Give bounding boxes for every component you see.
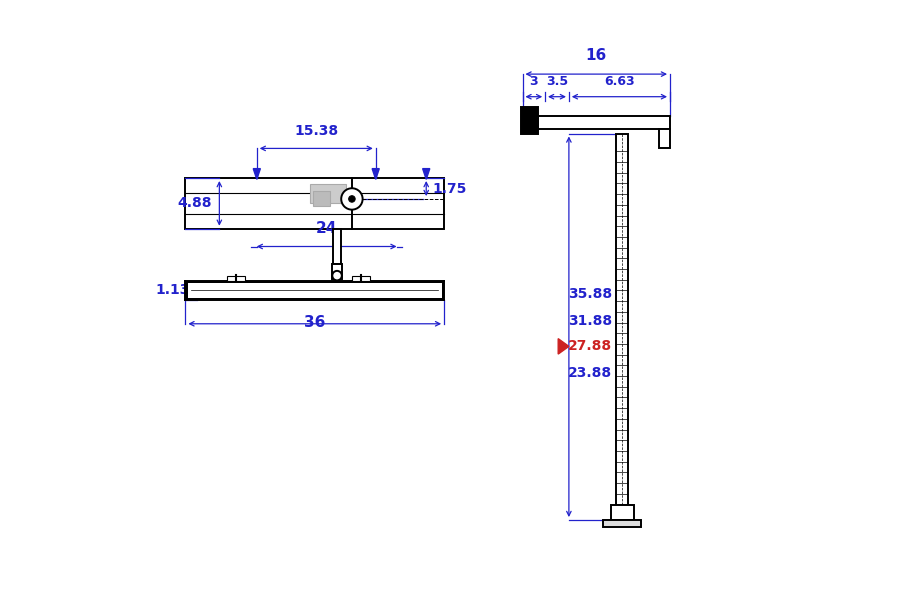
Text: 15.38: 15.38	[294, 124, 338, 138]
Bar	[616, 134, 628, 520]
Polygon shape	[558, 338, 569, 354]
Text: 16: 16	[586, 49, 607, 64]
Bar	[538, 116, 670, 129]
Bar	[334, 229, 340, 265]
Text: 1.13: 1.13	[156, 283, 190, 298]
Bar	[603, 520, 642, 527]
Polygon shape	[372, 169, 379, 179]
Bar	[352, 276, 370, 281]
Text: 31.88: 31.88	[568, 314, 612, 328]
Bar	[313, 191, 330, 206]
Bar	[521, 107, 538, 134]
Bar	[185, 178, 444, 229]
Text: 4.88: 4.88	[177, 196, 212, 211]
Text: 35.88: 35.88	[568, 287, 612, 301]
Text: 1.75: 1.75	[432, 182, 466, 196]
Bar	[310, 184, 346, 203]
Bar	[659, 129, 670, 148]
Bar	[610, 505, 634, 520]
Text: 27.88: 27.88	[568, 340, 612, 353]
Circle shape	[348, 196, 356, 202]
Bar	[185, 281, 444, 300]
Bar	[332, 265, 342, 279]
Text: 3.5: 3.5	[546, 76, 568, 88]
Text: 24: 24	[316, 221, 338, 236]
Text: 23.88: 23.88	[568, 366, 612, 380]
Text: 3: 3	[529, 76, 538, 88]
Text: 6.63: 6.63	[604, 76, 634, 88]
Bar	[227, 276, 245, 281]
Polygon shape	[423, 169, 430, 179]
Circle shape	[341, 188, 363, 209]
Bar	[188, 283, 442, 298]
Text: 36: 36	[304, 315, 326, 330]
Polygon shape	[253, 169, 260, 179]
Circle shape	[332, 271, 342, 280]
